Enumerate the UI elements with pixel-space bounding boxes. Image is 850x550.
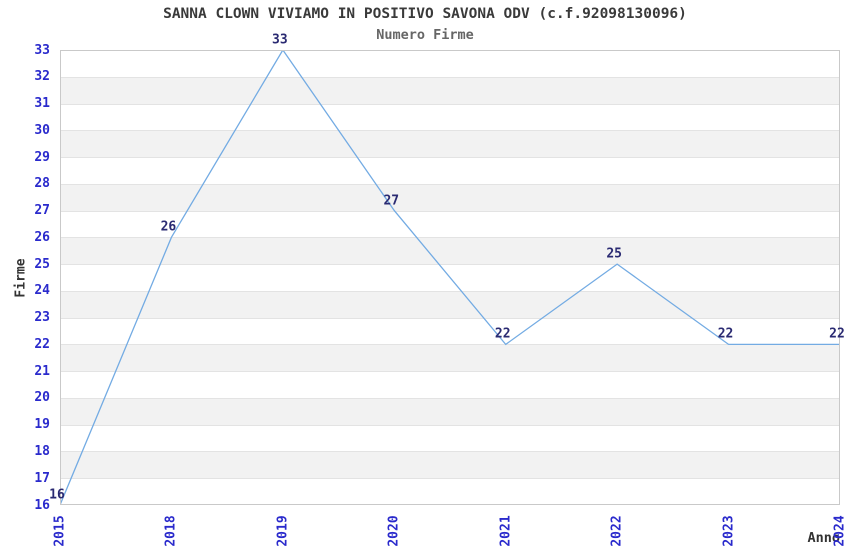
gridline — [60, 451, 840, 453]
plot-band — [60, 237, 840, 265]
series-polyline — [60, 50, 840, 505]
y-tick-label: 28 — [34, 176, 50, 192]
x-tick-label: 2019 — [275, 515, 291, 547]
plot-band — [60, 397, 840, 425]
gridline — [60, 317, 840, 319]
plot-band — [60, 210, 840, 238]
data-point-label: 16 — [49, 487, 65, 503]
y-tick-label: 27 — [34, 203, 50, 219]
x-tick-label: 2020 — [386, 515, 402, 547]
gridline — [60, 424, 840, 426]
data-point-label: 26 — [160, 219, 177, 235]
x-tick-label: 2023 — [721, 515, 737, 547]
y-tick-label: 31 — [34, 96, 50, 112]
series-line — [60, 50, 840, 505]
gridline — [60, 344, 840, 346]
gridline — [60, 157, 840, 159]
y-tick-label: 16 — [34, 497, 50, 513]
plot-band — [60, 371, 840, 398]
x-axis-label: Anno — [807, 530, 840, 546]
y-tick-label: 18 — [34, 443, 50, 459]
data-point-label: 22 — [717, 326, 734, 342]
plot-band — [60, 50, 840, 77]
gridline — [60, 76, 840, 78]
gridline — [60, 237, 840, 239]
y-tick-label: 23 — [34, 310, 50, 326]
gridline — [60, 210, 840, 212]
plot-band — [60, 451, 840, 479]
plot-band — [60, 424, 840, 452]
y-tick-label: 17 — [34, 470, 50, 486]
y-tick-label: 29 — [34, 149, 50, 165]
plot-band — [60, 103, 840, 131]
gridline — [60, 397, 840, 399]
plot-band — [60, 344, 840, 372]
data-point-label: 22 — [829, 326, 845, 342]
gridline — [60, 478, 840, 480]
gridline — [60, 130, 840, 132]
x-tick-label: 2021 — [498, 515, 514, 547]
plot-band — [60, 478, 840, 505]
x-tick-label: 2018 — [163, 515, 179, 547]
chart-subtitle: Numero Firme — [376, 27, 474, 43]
plot-band — [60, 130, 840, 158]
gridline — [60, 371, 840, 373]
plot-band — [60, 157, 840, 184]
y-tick-label: 26 — [34, 229, 50, 245]
data-point-label: 27 — [383, 193, 400, 209]
y-tick-label: 25 — [34, 256, 50, 272]
data-point-label: 33 — [272, 32, 288, 48]
x-tick-label: 2024 — [832, 515, 848, 547]
x-tick-label: 2022 — [609, 515, 625, 547]
y-tick-label: 32 — [34, 69, 50, 85]
gridline — [60, 183, 840, 185]
chart-title: SANNA CLOWN VIVIAMO IN POSITIVO SAVONA O… — [163, 6, 687, 22]
plot-area — [60, 50, 840, 505]
y-tick-label: 30 — [34, 122, 50, 138]
y-tick-label: 20 — [34, 390, 50, 406]
gridline — [60, 290, 840, 292]
gridline — [60, 103, 840, 105]
y-tick-label: 22 — [34, 336, 50, 352]
gridline — [60, 264, 840, 266]
plot-band — [60, 290, 840, 318]
plot-band — [60, 76, 840, 104]
y-tick-label: 24 — [34, 283, 50, 299]
data-point-label: 22 — [494, 326, 511, 342]
x-tick-label: 2015 — [52, 515, 68, 547]
y-tick-label: 21 — [34, 363, 50, 379]
y-tick-label: 33 — [34, 42, 50, 58]
y-tick-label: 19 — [34, 417, 50, 433]
data-point-label: 25 — [606, 246, 622, 262]
